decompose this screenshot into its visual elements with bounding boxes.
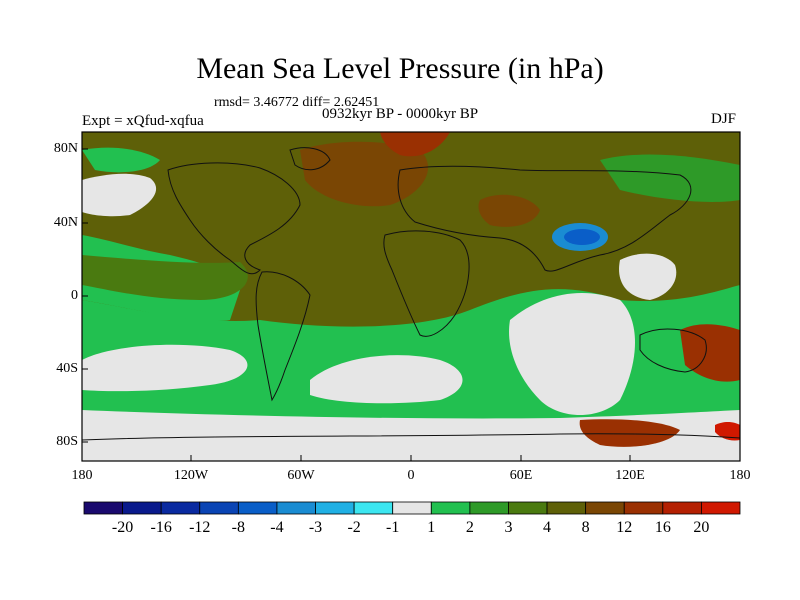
colorbar-label: -4 (270, 519, 284, 536)
lon-label-60e: 60E (509, 468, 533, 483)
colorbar-swatch (392, 501, 432, 515)
colorbar-swatch (353, 501, 394, 515)
colorbar-label: 12 (616, 519, 633, 536)
field-asia-brown (478, 194, 540, 227)
colorbar-label: 8 (581, 519, 590, 536)
season-label: DJF (711, 111, 737, 127)
field-siberia-green (600, 154, 740, 202)
field-arctic-green (82, 147, 160, 173)
axis-ticks (82, 148, 631, 461)
coast-south-america (255, 271, 311, 402)
colorbar-label: -1 (386, 519, 400, 536)
colorbar-swatch (469, 501, 509, 515)
lon-label-180e: 180 (729, 468, 751, 483)
colorbar-swatch (122, 501, 162, 515)
lat-label-80s: 80S (56, 434, 78, 449)
lon-label-120e: 120E (615, 468, 645, 483)
colorbar-label: -2 (347, 519, 361, 536)
lat-label-80n: 80N (53, 141, 78, 156)
coast-greenland (289, 147, 331, 171)
colorbar-label: 3 (504, 519, 513, 536)
experiment-label: Expt = xQfud-xqfua (82, 113, 204, 129)
colorbar-swatch (276, 501, 316, 515)
lon-label-0: 0 (407, 468, 415, 483)
colorbar-label: -16 (150, 519, 172, 536)
colorbar-swatch (546, 501, 587, 515)
colorbar (83, 501, 741, 515)
coast-africa (383, 230, 470, 337)
colorbar-label: 1 (427, 519, 436, 536)
field-indian-grey (509, 292, 635, 415)
colorbar-label: 16 (654, 519, 671, 536)
colorbar-label: -20 (111, 519, 134, 536)
coast-antarctica (82, 433, 740, 441)
coastlines (82, 147, 740, 441)
colorbar-swatch (585, 501, 625, 515)
field-aus-red (680, 324, 740, 382)
colorbar-label: -3 (308, 519, 323, 536)
colorbar-swatch (199, 501, 239, 515)
lat-label-0: 0 (71, 288, 78, 303)
colorbar-label: 4 (543, 519, 552, 536)
field-layer (82, 132, 740, 461)
chart-title: Mean Sea Level Pressure (in hPa) (196, 52, 604, 85)
coast-australia (639, 328, 707, 373)
lon-label-60w: 60W (287, 468, 315, 483)
colorbar-swatch (315, 501, 355, 515)
field-antarctic-red (579, 419, 680, 447)
lon-label-120w: 120W (173, 468, 209, 483)
field-eq-olive (82, 255, 248, 300)
coast-north-america (167, 162, 301, 275)
field-arctic-red (380, 132, 450, 157)
field-wpac-grey (619, 253, 677, 300)
field-antarctic-red2 (715, 421, 740, 441)
colorbar-label: -12 (189, 519, 211, 536)
colorbar-swatch (237, 501, 278, 515)
colorbar-swatch (623, 501, 664, 515)
field-tibet-blue-inner (564, 229, 600, 245)
colorbar-swatch (430, 501, 471, 515)
stats-label: rmsd= 3.46772 diff= 2.62451 (214, 95, 380, 110)
field-natl-brown (300, 141, 429, 207)
colorbar-swatch (83, 501, 123, 515)
colorbar-label: 2 (465, 519, 474, 536)
field-spac-grey (82, 344, 248, 392)
colorbar-swatch (662, 501, 702, 515)
field-satl-grey (310, 355, 463, 404)
coast-eurasia (397, 165, 692, 272)
colorbar-swatch (508, 501, 548, 515)
lat-label-40n: 40N (53, 215, 78, 230)
period-label: 0932kyr BP - 0000kyr BP (322, 106, 479, 122)
lon-label-180w: 180 (71, 468, 93, 483)
colorbar-label: -8 (231, 519, 245, 536)
colorbar-swatch (701, 501, 741, 515)
field-npac-grey (82, 173, 157, 217)
colorbar-label: 20 (693, 519, 710, 536)
colorbar-swatch (160, 501, 201, 515)
lat-label-40s: 40S (56, 361, 78, 376)
